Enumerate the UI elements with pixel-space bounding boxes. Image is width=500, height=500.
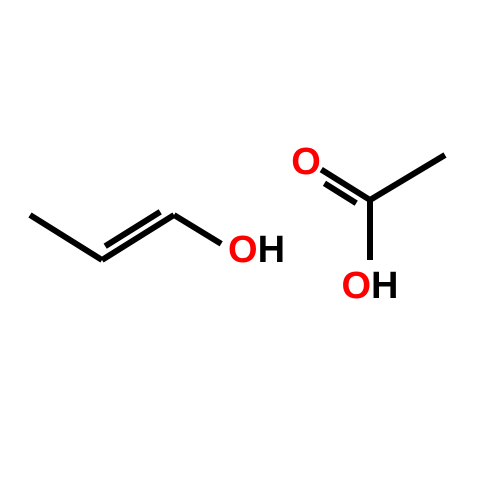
molecule-canvas: OH O OH	[0, 0, 500, 500]
bond-line	[370, 155, 445, 200]
bond-line	[30, 215, 102, 260]
atom-label: OH	[341, 265, 398, 307]
bond-line	[102, 215, 174, 260]
atom-label: O	[291, 141, 321, 183]
atom-label: OH	[228, 229, 285, 271]
bond-line	[174, 215, 221, 244]
